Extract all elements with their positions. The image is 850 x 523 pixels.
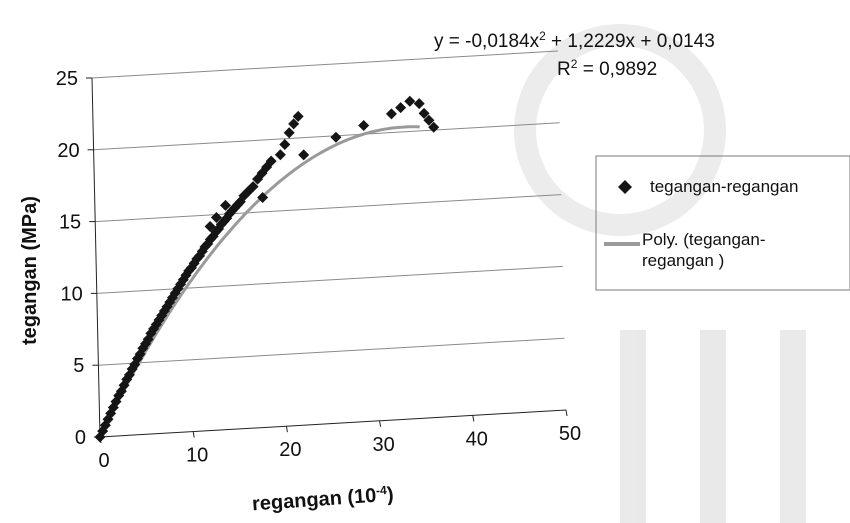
legend-marker-diamond: [618, 180, 632, 194]
data-point-73: [395, 102, 407, 114]
data-point-64: [274, 149, 286, 161]
data-point-69: [298, 149, 310, 161]
y-gridline-3: [95, 194, 562, 223]
watermark-bar-left: [620, 330, 646, 523]
equation-suffix: + 1,2229x + 0,0143: [546, 31, 715, 52]
y-gridline-1: [98, 337, 565, 366]
y-tick-label-3: 15: [59, 212, 81, 234]
data-point-59: [265, 155, 277, 167]
legend-label-series: tegangan-regangan: [650, 177, 798, 196]
watermark-bar-mid: [700, 330, 726, 523]
y-axis-line: [91, 77, 101, 438]
data-point-10: [121, 373, 133, 385]
x-tick-4: [472, 415, 475, 422]
x-tick-label-2: 20: [279, 439, 301, 461]
y-tick-label-2: 10: [61, 283, 83, 305]
y-gridline-2: [96, 265, 563, 294]
data-point-66: [283, 127, 295, 139]
data-point-9: [118, 379, 130, 391]
y-tick-label-1: 5: [73, 355, 84, 377]
data-point-36: [191, 253, 203, 265]
data-point-78: [428, 121, 440, 133]
legend-label-trendline-line2: regangan ): [642, 251, 724, 270]
y-axis-title: tegangan (MPa): [19, 196, 41, 345]
x-axis-title-text: regangan (10: [251, 485, 377, 516]
data-point-77: [423, 114, 435, 126]
legend-label-trendline-line1: Poly. (tegangan-: [642, 230, 765, 249]
data-point-60: [204, 220, 216, 232]
x-axis-title: regangan (10-4): [251, 483, 394, 516]
x-axis-line: [99, 409, 567, 438]
watermark-ring: [514, 24, 726, 236]
data-point-70: [330, 131, 342, 143]
x-tick-5: [565, 409, 568, 417]
y-gridline-4: [93, 122, 560, 151]
y-tick-label-5: 25: [56, 68, 78, 90]
data-point-62: [219, 199, 231, 211]
r-squared-label: R2 = 0,9892: [557, 57, 657, 80]
x-tick-1: [192, 431, 195, 438]
y-tick-label-4: 20: [57, 140, 79, 162]
data-point-71: [358, 120, 370, 132]
y-tick-label-0: 0: [75, 427, 86, 449]
legend-box: [595, 155, 850, 291]
x-axis-title-exponent: -4: [375, 483, 387, 498]
y-gridline-5: [91, 50, 559, 79]
x-tick-label-4: 40: [466, 428, 488, 450]
x-axis-title-suffix: ): [386, 484, 394, 506]
watermark-bar-right: [780, 330, 806, 523]
data-point-67: [288, 118, 300, 130]
data-point-65: [279, 138, 291, 150]
data-point-72: [385, 108, 397, 120]
x-tick-label-0: 0: [98, 450, 109, 472]
x-tick-2: [285, 426, 288, 433]
x-tick-label-5: 50: [559, 423, 581, 445]
plot-area: 0 10 20 30 40 50 0 5 10 15 20 25: [56, 50, 581, 472]
data-point-55: [247, 181, 259, 193]
legend: tegangan-regangan Poly. (tegangan- regan…: [595, 155, 850, 291]
r2-prefix: R: [557, 59, 571, 80]
equation-prefix: y = -0,0184x: [434, 31, 540, 52]
x-tick-label-3: 30: [372, 434, 394, 456]
r2-exponent: 2: [571, 57, 578, 71]
x-tick-3: [379, 420, 382, 427]
equation-exponent: 2: [539, 29, 546, 43]
watermark-seal: [514, 24, 806, 523]
x-tick-label-1: 10: [186, 445, 208, 467]
data-point-61: [210, 211, 222, 223]
data-point-76: [418, 107, 430, 119]
data-point-68: [292, 110, 304, 122]
r2-suffix: = 0,9892: [577, 59, 657, 80]
data-point-63: [257, 192, 269, 204]
trendline-equation: y = -0,0184x2 + 1,2229x + 0,0143: [434, 29, 715, 52]
data-point-75: [413, 98, 425, 110]
data-point-74: [404, 95, 416, 107]
